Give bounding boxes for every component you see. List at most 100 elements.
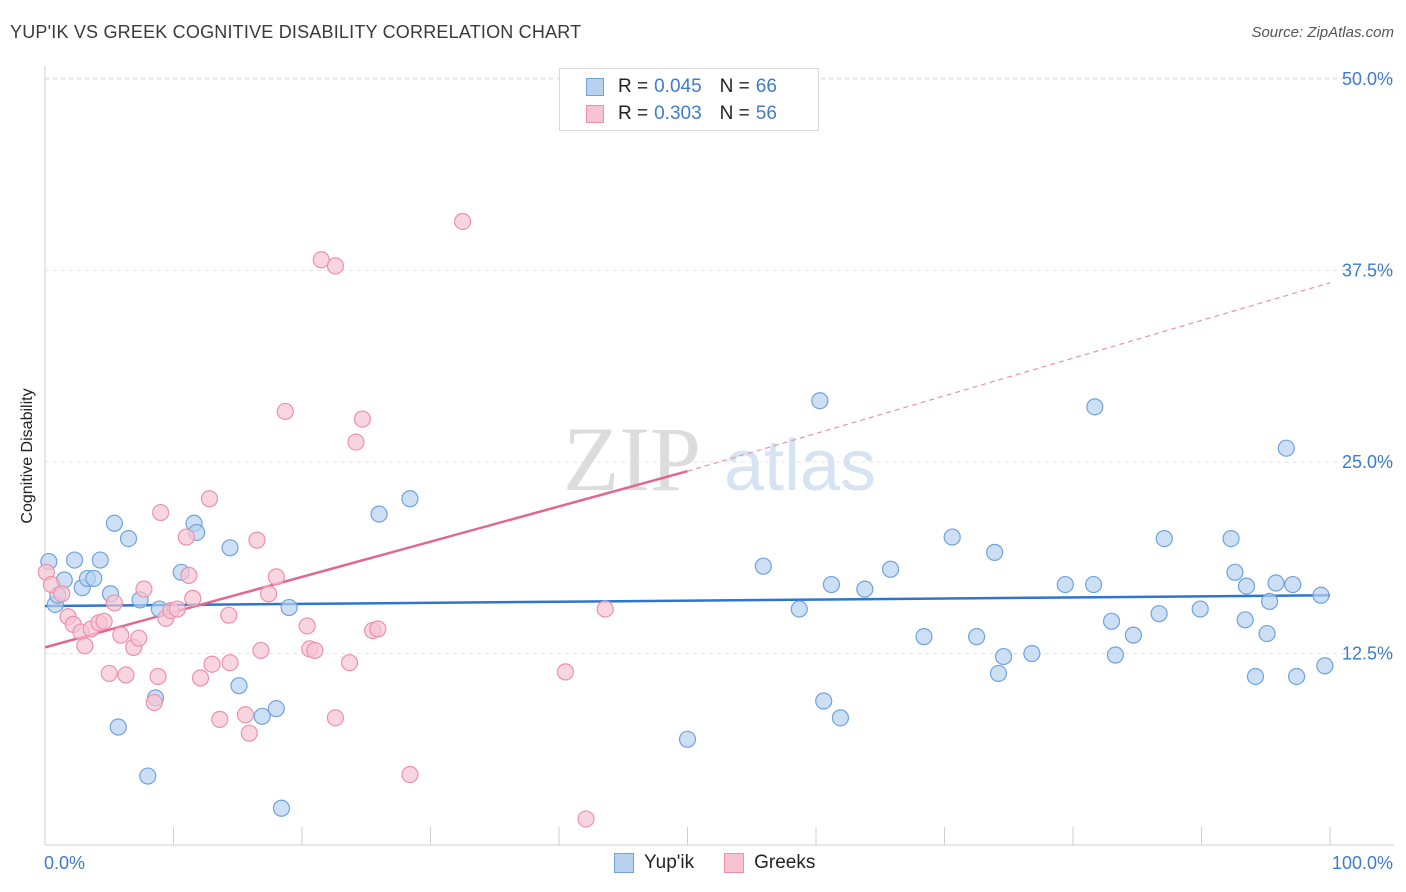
legend-n-label: N =	[719, 76, 750, 97]
yupik-point	[221, 539, 239, 557]
legend-swatch-greeks	[586, 105, 604, 123]
yupik-point	[881, 560, 900, 578]
greek-point	[152, 503, 170, 522]
greek-point	[240, 724, 258, 742]
greek-point	[340, 654, 359, 672]
legend-swatch-yupik	[586, 78, 604, 96]
yupik-point	[370, 505, 388, 523]
legend-label-greeks: Greeks	[754, 852, 816, 873]
yupik-point	[267, 700, 285, 718]
yupik-point	[1236, 611, 1254, 629]
yupik-point	[272, 799, 291, 817]
greek-point	[267, 568, 285, 586]
legend-n-value: 66	[755, 76, 777, 97]
tick-labels: 12.5% 25.0% 37.5% 50.0% 0.0% 100.0%	[44, 69, 1393, 873]
yupik-point	[119, 529, 138, 548]
greek-point	[298, 617, 316, 635]
yupik-point	[754, 557, 772, 575]
yupik-point	[1316, 657, 1334, 675]
trend-line-greeks	[44, 469, 688, 649]
yupik-point	[915, 628, 933, 646]
yupik-point	[1106, 646, 1125, 664]
yupik-point	[105, 514, 123, 532]
legend-n-value: 56	[755, 103, 777, 124]
chart-title: YUP'IK VS GREEK COGNITIVE DISABILITY COR…	[10, 22, 582, 42]
yupik-point	[230, 677, 248, 695]
greek-point	[100, 664, 118, 683]
greek-point	[180, 566, 198, 584]
legend-r-value: 0.303	[654, 103, 702, 124]
legend-r-label: R =	[618, 103, 649, 124]
yupik-point	[91, 551, 109, 569]
greek-point	[145, 693, 163, 712]
gridlines	[45, 77, 1394, 654]
legend-item-greeks[interactable]: Greeks	[724, 852, 815, 874]
yupik-point	[989, 664, 1008, 683]
greek-point	[112, 626, 130, 644]
yupik-point	[1084, 575, 1103, 594]
yupik-point	[822, 575, 841, 594]
greek-point	[326, 257, 345, 275]
legend-r-label: R =	[618, 76, 649, 97]
legend-swatch-yupik	[614, 853, 634, 873]
greek-point	[168, 600, 186, 618]
y-tick-label: 25.0%	[1342, 452, 1393, 472]
legend-n-label: N =	[719, 103, 750, 124]
yupik-point	[1246, 667, 1265, 686]
yupik-point	[1023, 644, 1041, 663]
greek-point	[312, 251, 330, 269]
greek-point	[203, 655, 221, 673]
yupik-point	[968, 628, 986, 646]
watermark-atlas: atlas	[724, 426, 876, 506]
yupik-point	[856, 580, 874, 598]
yupik-point	[1124, 626, 1142, 644]
yupik-point	[790, 600, 808, 618]
legend-swatch-greeks	[724, 853, 745, 873]
yupik-point	[1102, 612, 1121, 630]
yupik-point	[1150, 605, 1168, 623]
yupik-point	[1312, 586, 1330, 604]
trend-line-yupik	[44, 594, 1331, 608]
greek-point	[369, 620, 387, 638]
series-legend: Yup'ik Greeks	[614, 852, 845, 874]
watermark-zip: ZIP	[563, 408, 701, 510]
yupik-point	[139, 767, 157, 785]
greek-point	[200, 490, 219, 508]
greek-point	[184, 589, 202, 607]
yupik-point	[85, 569, 103, 588]
source-label: Source: ZipAtlas.com	[1251, 24, 1394, 41]
yupik-point	[678, 730, 697, 748]
yupik-point	[280, 598, 298, 617]
legend-label-yupik: Yup'ik	[644, 852, 695, 873]
x-tick-label: 100.0%	[1332, 853, 1393, 873]
data-points	[37, 212, 1334, 828]
greek-point	[221, 654, 239, 672]
legend-item-yupik[interactable]: Yup'ik	[614, 852, 694, 874]
greek-point	[248, 531, 266, 549]
greek-point	[276, 402, 294, 421]
axes	[44, 66, 1394, 846]
greek-point	[306, 641, 324, 660]
greek-point	[135, 580, 153, 598]
yupik-point	[1258, 624, 1276, 643]
yupik-point	[65, 551, 84, 569]
x-tick-label: 0.0%	[44, 853, 85, 873]
greek-point	[353, 410, 371, 428]
greek-point	[236, 706, 255, 724]
greek-point	[95, 612, 113, 630]
greek-point	[401, 765, 419, 784]
greek-point	[577, 810, 595, 828]
yupik-point	[1056, 575, 1074, 594]
greek-point	[191, 669, 210, 687]
yupik-point	[1226, 563, 1244, 581]
legend-r-value: 0.045	[654, 76, 702, 97]
yupik-point	[401, 490, 419, 508]
stats-legend: R = 0.045 N = 66 R = 0.303 N = 56	[559, 68, 819, 131]
legend-row-yupik: R = 0.045 N = 66	[586, 74, 777, 100]
yupik-point	[1086, 398, 1104, 416]
yupik-point	[1287, 667, 1306, 686]
greek-point	[259, 585, 278, 603]
yupik-point	[995, 647, 1013, 666]
greek-point	[326, 709, 345, 727]
yupik-point	[1191, 600, 1209, 618]
